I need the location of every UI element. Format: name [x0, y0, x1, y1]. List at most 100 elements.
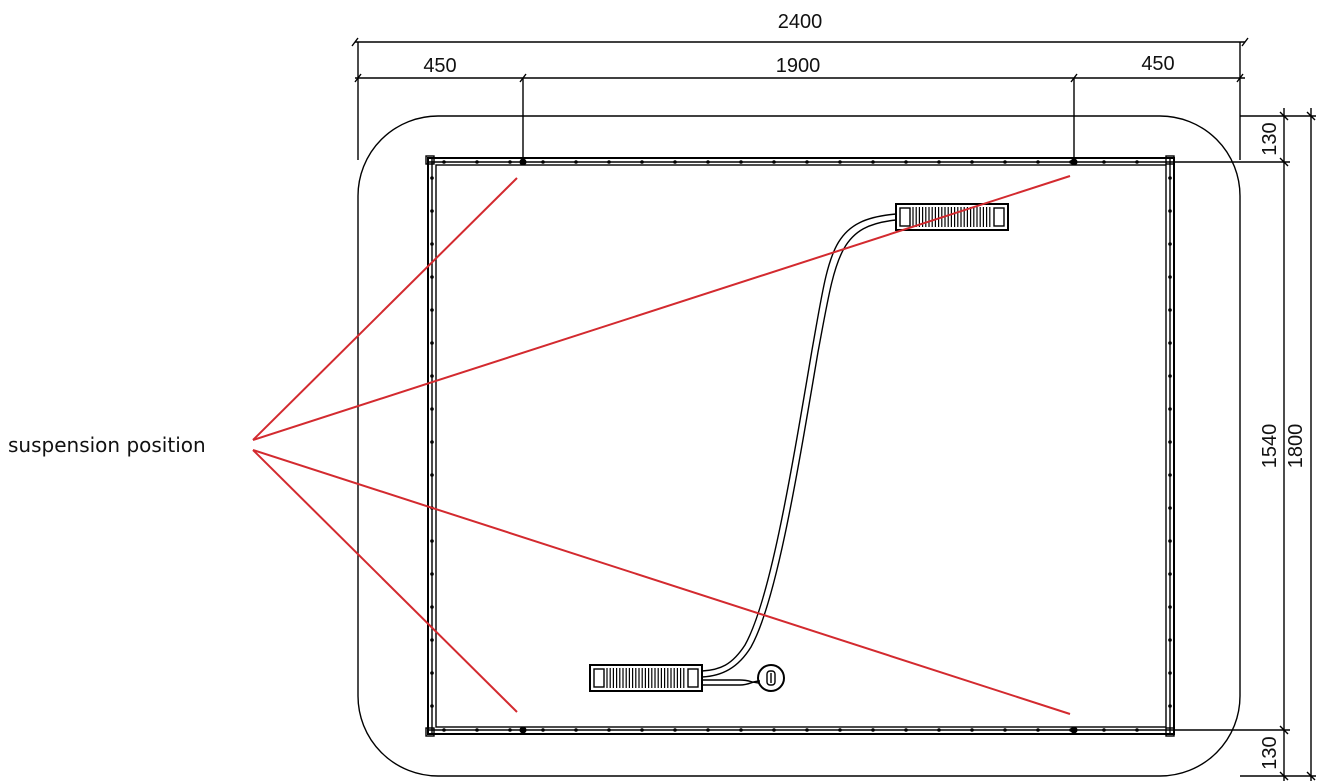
dim-left-offset: 450 [423, 55, 456, 77]
rivet-dot [574, 728, 578, 732]
rivet-dot [1168, 209, 1172, 213]
rivet-dot [739, 160, 743, 164]
suspension-point-top-left [519, 158, 527, 166]
rivet-dot [475, 160, 479, 164]
rivet-dot [508, 728, 512, 732]
dim-overall-width: 2400 [778, 11, 823, 33]
rivet-dot [1168, 341, 1172, 345]
suspension-point-bottom-right [1070, 726, 1078, 734]
rivet-dot [430, 440, 434, 444]
suspension-point-bottom-left [519, 726, 527, 734]
rivet-dot [871, 160, 875, 164]
rivet-dot [430, 671, 434, 675]
rivet-dot [970, 728, 974, 732]
rivet-dot [430, 209, 434, 213]
rivet-dot [640, 728, 644, 732]
rivet-dot [430, 176, 434, 180]
rivet-dot [904, 728, 908, 732]
dim-right-offset: 450 [1141, 53, 1174, 75]
rivet-dot [1168, 176, 1172, 180]
rivet-dot [1168, 407, 1172, 411]
rivet-dot [442, 160, 446, 164]
rivet-dot [1168, 374, 1172, 378]
rivet-dot [430, 605, 434, 609]
rivet-dot [1168, 506, 1172, 510]
leader-top-left [252, 177, 518, 441]
rivet-dot [1168, 638, 1172, 642]
frame [425, 155, 1175, 737]
rivet-dot [508, 160, 512, 164]
rivet-dot [430, 341, 434, 345]
rivet-dot [1102, 728, 1106, 732]
rivet-dot [1003, 728, 1007, 732]
rivet-dot [706, 160, 710, 164]
rivet-dot [805, 160, 809, 164]
rivet-dot [904, 160, 908, 164]
rivet-dot [1102, 160, 1106, 164]
rivet-dot [430, 242, 434, 246]
rivet-dot [970, 160, 974, 164]
rivet-dot [442, 728, 446, 732]
dim-center-span: 1900 [776, 55, 821, 77]
dim-bottom-margin: 130 [1259, 736, 1281, 769]
suspension-point-top-right [1070, 158, 1078, 166]
rivet-dot [1168, 704, 1172, 708]
dim-inner-height: 1540 [1259, 424, 1281, 469]
rivet-dot [430, 473, 434, 477]
rivet-dot [838, 728, 842, 732]
rivet-dot [1036, 160, 1040, 164]
rivet-dot [607, 160, 611, 164]
rivet-dot [541, 728, 545, 732]
rivet-dot [430, 308, 434, 312]
frame-rivets [430, 160, 1172, 732]
rivet-dot [1036, 728, 1040, 732]
rivet-dot [1168, 308, 1172, 312]
suspension-points [519, 158, 1078, 734]
rivet-dot [673, 728, 677, 732]
rivet-dot [1135, 160, 1139, 164]
rivet-dot [937, 728, 941, 732]
rivet-dot [1168, 572, 1172, 576]
leader-top-right [252, 175, 1071, 441]
rivet-dot [1168, 539, 1172, 543]
leader-bottom-left [252, 449, 518, 713]
suspension-position-label: suspension position [8, 433, 206, 457]
rivet-dot [1135, 728, 1139, 732]
rivet-dot [871, 728, 875, 732]
rivet-dot [1168, 275, 1172, 279]
driver-unit-bottom [589, 664, 703, 692]
rivet-dot [1168, 605, 1172, 609]
rivet-dot [607, 728, 611, 732]
rivet-dot [541, 160, 545, 164]
rivet-dot [772, 160, 776, 164]
rivet-dot [430, 572, 434, 576]
connecting-cable [701, 213, 897, 678]
suspension-leaders [252, 175, 1071, 715]
rivet-dot [574, 160, 578, 164]
rivet-dot [430, 539, 434, 543]
rivet-dot [1168, 473, 1172, 477]
rivet-dot [838, 160, 842, 164]
rivet-dot [706, 728, 710, 732]
dimension-lines [351, 37, 1316, 781]
power-junction [702, 664, 785, 692]
dim-top-margin: 130 [1259, 122, 1281, 155]
rivet-dot [430, 704, 434, 708]
rivet-dot [1168, 440, 1172, 444]
leader-bottom-right [252, 449, 1071, 715]
rivet-dot [430, 638, 434, 642]
rivet-dot [673, 160, 677, 164]
rivet-dot [772, 728, 776, 732]
rivet-dot [640, 160, 644, 164]
rivet-dot [430, 275, 434, 279]
rivet-dot [430, 374, 434, 378]
rivet-dot [937, 160, 941, 164]
outer-boundary [357, 115, 1241, 777]
rivet-dot [739, 728, 743, 732]
rivet-dot [1003, 160, 1007, 164]
dim-overall-height: 1800 [1285, 424, 1307, 469]
rivet-dot [805, 728, 809, 732]
rivet-dot [430, 407, 434, 411]
rivet-dot [475, 728, 479, 732]
